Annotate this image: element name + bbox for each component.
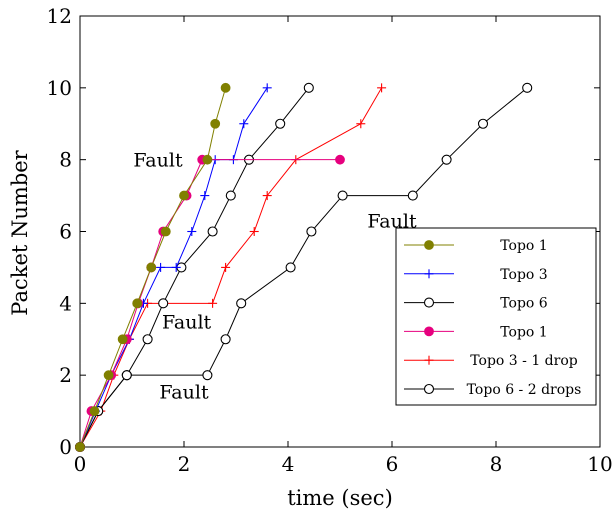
y-tick-label: 10 [47,76,72,100]
data-point [146,262,157,273]
y-tick-label: 6 [59,220,72,244]
data-point [236,298,247,309]
legend-entry: Topo 3 [404,267,548,283]
data-point [202,370,213,381]
data-point [262,83,272,93]
data-point [262,191,272,201]
y-tick-label: 4 [59,291,72,315]
y-tick-label: 0 [59,435,72,459]
data-point [285,262,296,273]
data-point [424,269,434,279]
fault-annotation: Fault [159,381,209,403]
x-tick-label: 0 [74,452,87,476]
x-tick-label: 2 [178,452,191,476]
data-point [210,118,221,129]
annotations: Fault Fault Fault Fault [133,150,417,404]
series-layer [74,82,533,453]
data-point [132,298,143,309]
legend: Topo 1 Topo 3 Topo 6 Topo 1 Topo 3 - 1 drop T… [395,227,597,406]
data-point [407,190,418,201]
data-point [121,370,132,381]
fault-annotation: Fault [133,150,183,172]
x-axis-title: time (sec) [287,486,393,510]
series-0 [75,82,231,452]
fault-annotation: Fault [162,311,212,333]
data-point [158,298,169,309]
data-point [477,118,489,129]
data-point [306,226,317,237]
data-point [75,442,85,452]
data-point [117,334,128,345]
legend-entry: Topo 3 - 1 drop [404,353,578,369]
legend-label: Topo 6 - 2 drops [467,382,582,398]
x-tick-label: 4 [282,452,295,476]
data-point [89,406,100,416]
data-point [239,119,249,129]
data-point [356,119,366,129]
x-tick-label: 6 [386,452,399,476]
legend-entry: Topo 6 [404,296,548,312]
data-point [424,355,434,365]
legend-label: Topo 3 [500,267,547,283]
data-point [202,154,213,165]
legend-entry: Topo 6 - 2 drops [404,382,581,398]
legend-label: Topo 3 - 1 drop [470,353,577,369]
data-point [171,262,181,272]
legend-entry: Topo 1 [404,238,548,254]
legend-box [395,227,597,406]
legend-entry: Topo 1 [404,324,548,340]
data-point [142,334,153,345]
y-tick-label: 2 [59,363,72,387]
data-point [207,226,218,237]
data-point [103,370,114,381]
data-point [200,191,210,201]
y-axis-title: Packet Number [8,149,32,315]
data-point [160,226,171,237]
data-point [156,262,166,272]
y-tick-label: 12 [47,4,72,28]
y-tick-label: 8 [59,148,72,172]
data-point [424,326,434,337]
data-point [335,154,345,165]
legend-label: Topo 1 [500,324,547,340]
data-point [220,334,231,345]
legend-label: Topo 6 [500,296,548,312]
data-point [303,82,314,93]
data-point [337,190,348,201]
data-point [225,190,236,201]
data-point [275,118,286,129]
data-point [208,298,218,308]
data-point [377,83,387,93]
series-line [79,87,383,448]
data-point [423,297,435,308]
data-point [423,383,435,395]
data-point [221,262,231,272]
data-point [441,154,452,165]
x-tick-label: 10 [587,452,612,476]
data-point [187,227,197,236]
x-tick-label: 8 [490,452,503,476]
data-point [249,227,259,236]
data-point [179,190,189,201]
data-point [424,240,434,250]
data-point [220,82,231,93]
series-4 [75,83,387,452]
axis-ticks: 0 2 4 6 8 10 0 2 4 6 8 10 12 [47,4,613,476]
legend-label: Topo 1 [500,238,547,254]
data-point [522,82,533,93]
fault-annotation: Fault [367,211,417,233]
